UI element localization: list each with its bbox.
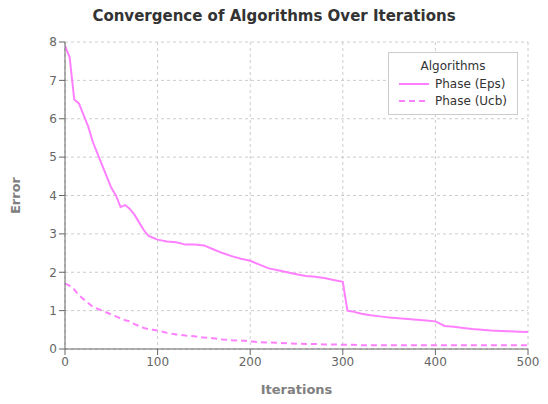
- svg-text:Error: Error: [8, 176, 23, 214]
- svg-text:200: 200: [239, 355, 262, 369]
- svg-text:5: 5: [49, 150, 57, 164]
- svg-text:Iterations: Iterations: [261, 382, 333, 397]
- svg-text:0: 0: [49, 342, 57, 356]
- svg-text:500: 500: [517, 355, 540, 369]
- html-text:Convergence of Algorithms Over: Convergence of Algorithms Over Iteration…: [92, 7, 456, 25]
- svg-text:2: 2: [49, 266, 57, 280]
- svg-text:3: 3: [49, 227, 57, 241]
- svg-text:400: 400: [424, 355, 447, 369]
- svg-text:300: 300: [331, 355, 354, 369]
- svg-text:7: 7: [49, 74, 57, 88]
- svg-text:100: 100: [146, 355, 169, 369]
- svg-text:6: 6: [49, 112, 57, 126]
- svg-text:8: 8: [49, 35, 57, 49]
- svg-text:0: 0: [61, 355, 69, 369]
- svg-text:4: 4: [49, 189, 57, 203]
- html-text:Phase (Ucb): Phase (Ucb): [435, 94, 507, 108]
- html-text:Phase (Eps): Phase (Eps): [435, 77, 506, 91]
- html-text:Algorithms: Algorithms: [420, 59, 486, 73]
- svg-text:1: 1: [49, 304, 57, 318]
